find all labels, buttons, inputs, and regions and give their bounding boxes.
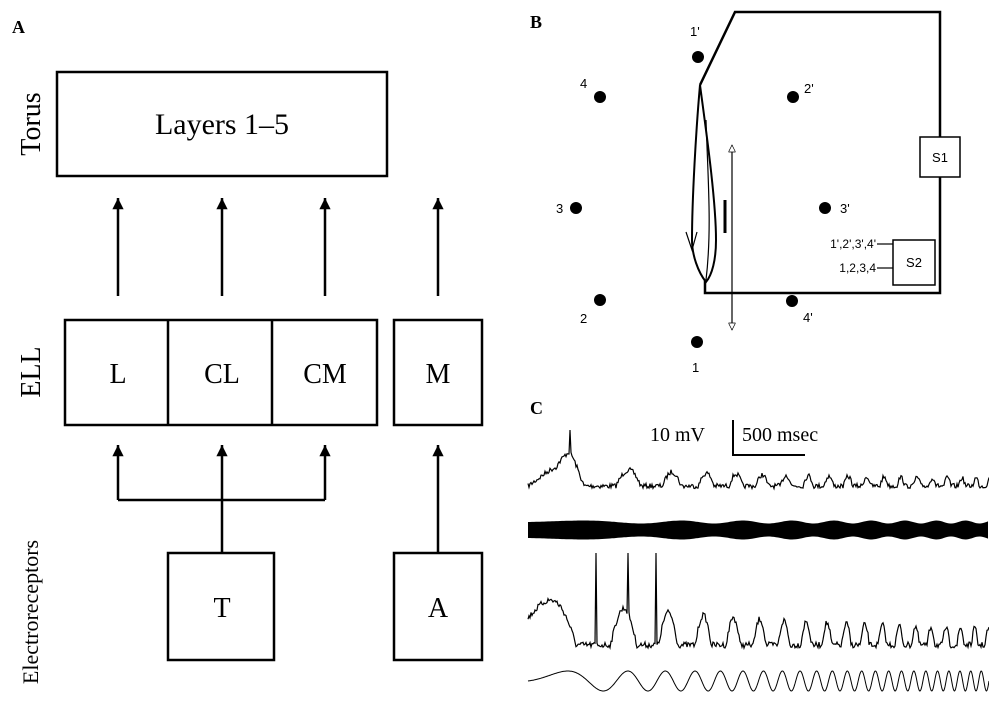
s2-label: S2: [906, 255, 922, 270]
electrode-label: 1: [692, 360, 699, 375]
electrode: [594, 91, 606, 103]
recording-trace: [528, 553, 989, 648]
torus-box-text: Layers 1–5: [155, 108, 289, 141]
figure: A Torus Layers 1–5 ELL L CL CM M Electro…: [0, 0, 989, 701]
ell-box-text: CM: [303, 359, 347, 390]
scale-time: 500 msec: [742, 424, 818, 446]
electrode: [787, 91, 799, 103]
torus-label: Torus: [16, 92, 47, 155]
electrode-label: 2': [804, 81, 814, 96]
fish: [692, 85, 716, 282]
panel-c: C 10 mV 500 msec: [528, 398, 989, 691]
s2-input-label: 1',2',3',4': [830, 237, 876, 251]
receptor-box-text: T: [213, 593, 230, 624]
traces: [528, 430, 989, 691]
electrode: [786, 295, 798, 307]
panel-a: A Torus Layers 1–5 ELL L CL CM M Electro…: [12, 17, 482, 684]
electrode: [692, 51, 704, 63]
receptor-label: Electroreceptors: [18, 540, 43, 684]
electrode: [594, 294, 606, 306]
electrode-label: 2: [580, 311, 587, 326]
electrode: [691, 336, 703, 348]
electrode: [570, 202, 582, 214]
electrode-label: 3: [556, 201, 563, 216]
ell-box-text: M: [426, 359, 451, 390]
scale-voltage: 10 mV: [650, 424, 706, 446]
ell-box-text: L: [109, 359, 126, 390]
ell-label: ELL: [16, 346, 47, 397]
panel-label: C: [530, 398, 543, 418]
panel-b: B 1' 2' 3' 4' 1 2 3 4 S1 S2 1',2',3',4' …: [530, 12, 960, 375]
stimulus-sine: [528, 671, 989, 691]
electrode-label: 1': [690, 24, 700, 39]
stimulus-band: [528, 521, 988, 540]
s2-input-label: 1,2,3,4: [839, 261, 876, 275]
electrode-label: 4: [580, 76, 587, 91]
electrode-label: 4': [803, 310, 813, 325]
receptor-box-text: A: [428, 593, 449, 624]
panel-label: B: [530, 12, 542, 32]
s1-label: S1: [932, 150, 948, 165]
electrode: [819, 202, 831, 214]
electrode-label: 3': [840, 201, 850, 216]
ell-box-text: CL: [204, 359, 240, 390]
panel-label: A: [12, 17, 25, 37]
